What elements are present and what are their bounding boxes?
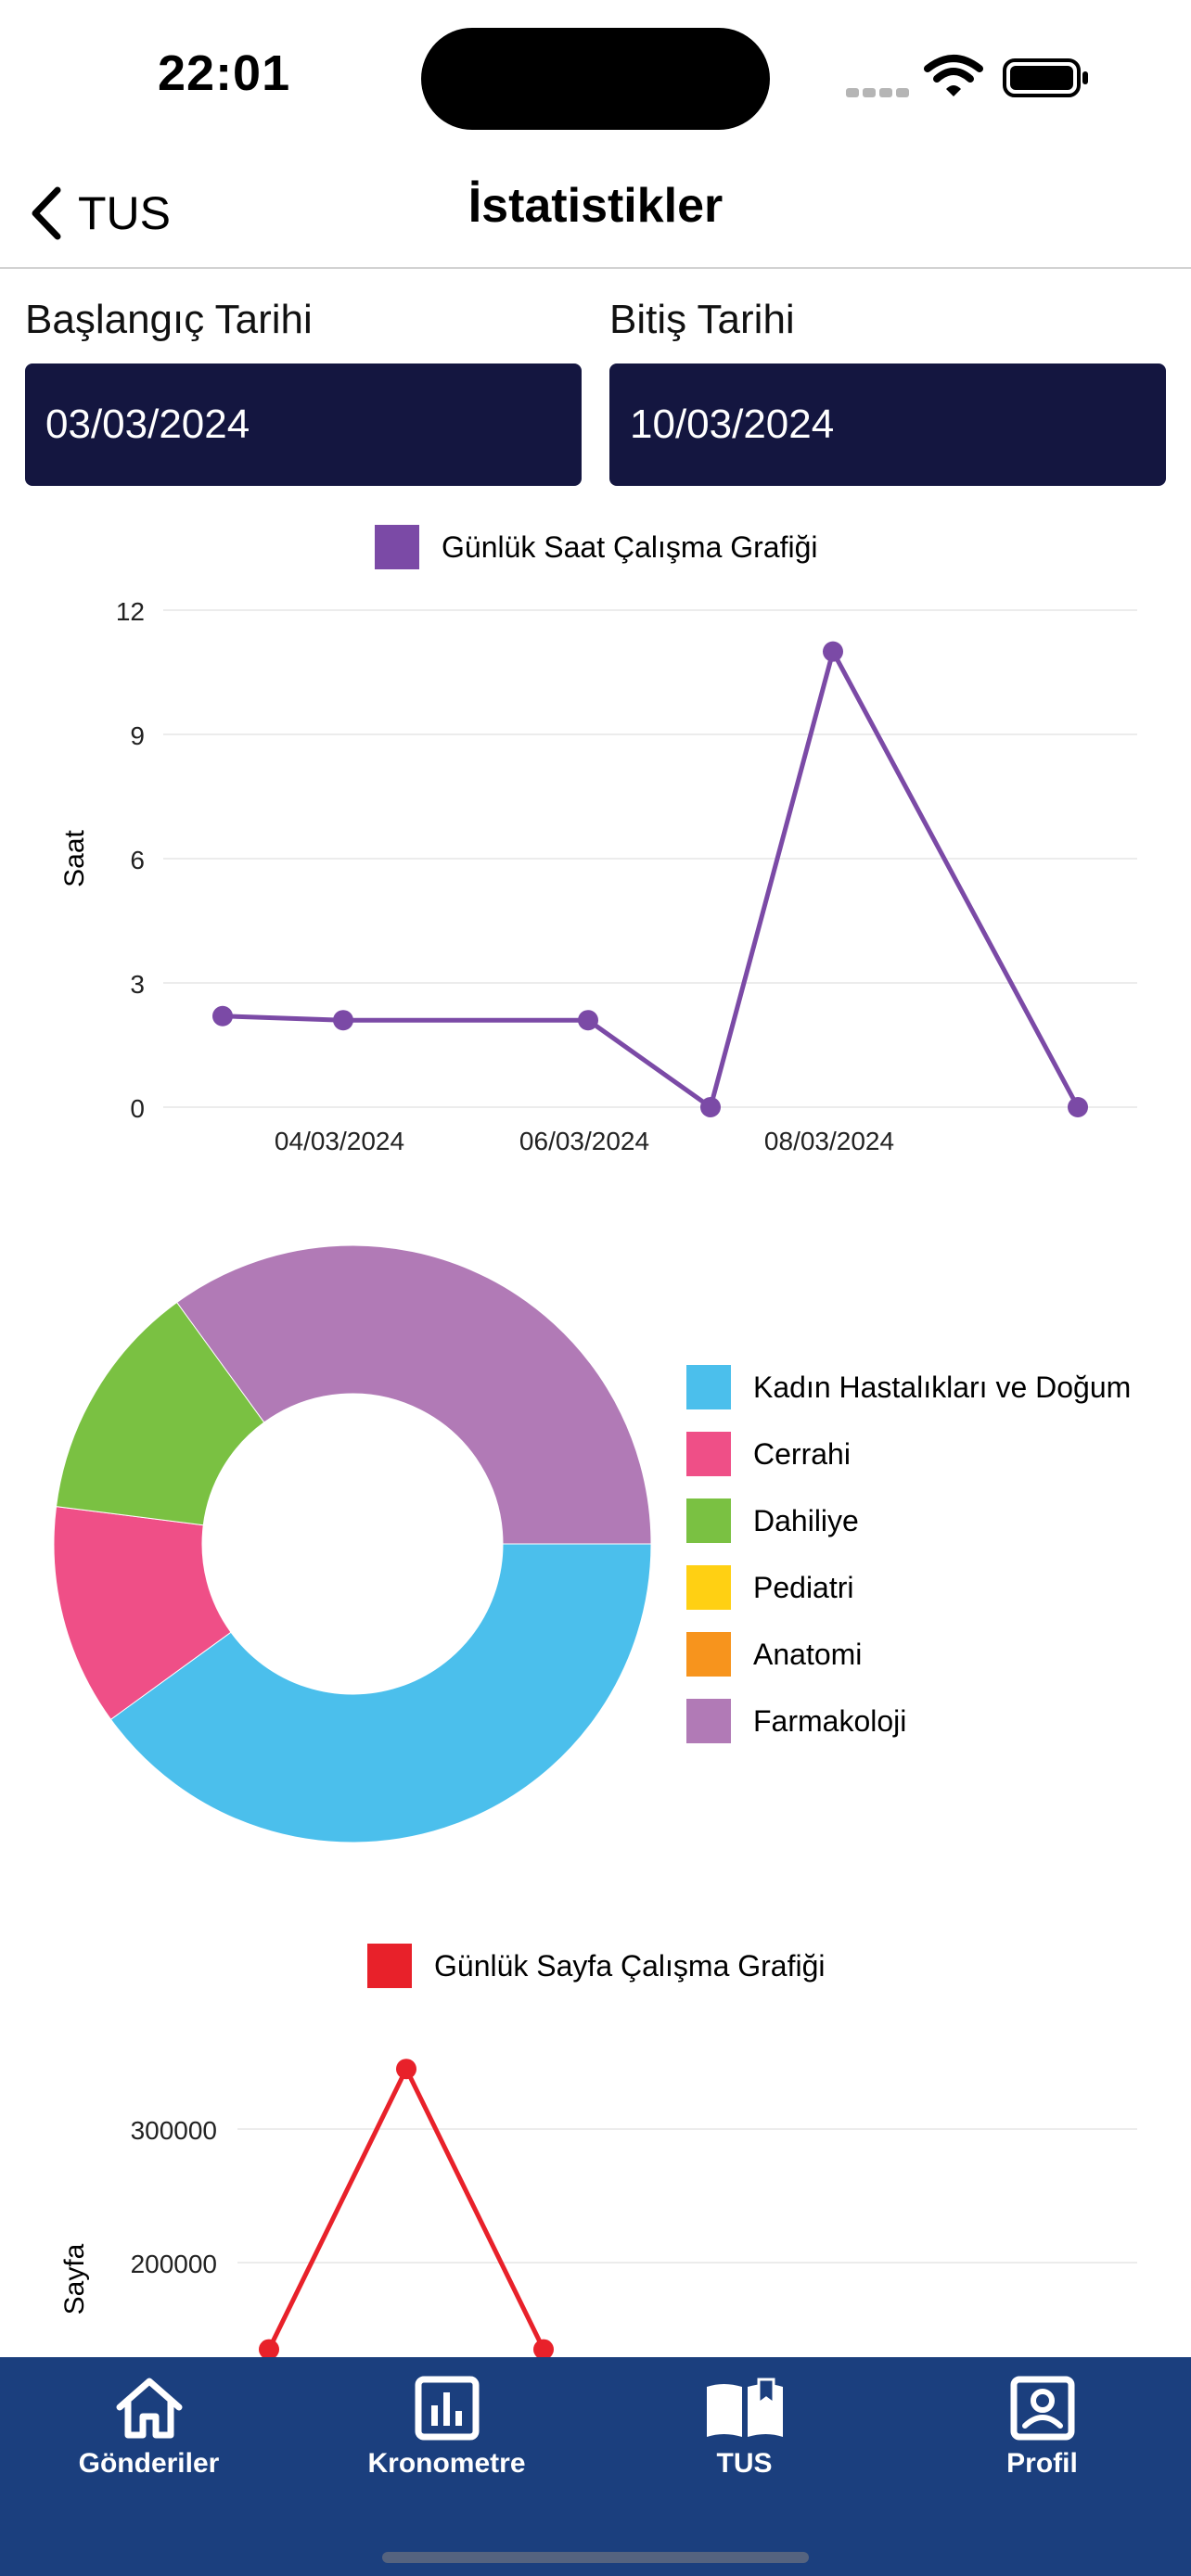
legend-swatch xyxy=(686,1432,731,1476)
pages-chart-legend[interactable]: Günlük Sayfa Çalışma Grafiği xyxy=(367,1944,826,1988)
y-tick-label: 300000 xyxy=(131,2116,217,2145)
cellular-signal-icon xyxy=(846,85,913,102)
x-tick-label: 04/03/2024 xyxy=(275,1127,404,1155)
navigation-bar: TUS İstatistikler xyxy=(0,158,1191,269)
hours-data-point xyxy=(333,1010,353,1031)
legend-swatch xyxy=(686,1699,731,1743)
pages-legend-label: Günlük Sayfa Çalışma Grafiği xyxy=(434,1948,826,1983)
back-button[interactable]: TUS xyxy=(28,181,171,246)
pages-line-chart: 200000 300000 Sayfa xyxy=(59,2059,1137,2357)
legend-swatch xyxy=(686,1365,731,1409)
status-time: 22:01 xyxy=(158,45,291,101)
legend-item[interactable]: Dahiliye xyxy=(686,1487,1131,1554)
x-tick-label: 08/03/2024 xyxy=(764,1127,894,1155)
legend-item[interactable]: Cerrahi xyxy=(686,1421,1131,1487)
tab-label-tus: TUS xyxy=(716,2448,773,2479)
subject-legend: Kadın Hastalıkları ve Doğum Cerrahi Dahili… xyxy=(686,1354,1131,1754)
legend-label: Farmakoloji xyxy=(753,1703,907,1738)
legend-label: Dahiliye xyxy=(753,1503,859,1537)
legend-item[interactable]: Farmakoloji xyxy=(686,1688,1131,1754)
y-tick-label: 12 xyxy=(116,597,145,626)
back-label: TUS xyxy=(78,187,171,239)
battery-icon xyxy=(1002,57,1091,103)
x-tick-label: 06/03/2024 xyxy=(519,1127,649,1155)
end-date-field[interactable]: 10/03/2024 xyxy=(609,363,1166,486)
hours-data-point xyxy=(823,641,843,662)
legend-label: Anatomi xyxy=(753,1637,863,1671)
hours-data-point xyxy=(212,1005,233,1027)
start-date-field[interactable]: 03/03/2024 xyxy=(25,363,582,486)
y-tick-label: 3 xyxy=(130,970,145,999)
hours-data-point xyxy=(578,1010,598,1031)
home-indicator xyxy=(382,2552,809,2563)
end-date-label: Bitiş Tarihi xyxy=(609,297,795,342)
legend-item[interactable]: Anatomi xyxy=(686,1621,1131,1688)
hours-data-point xyxy=(700,1097,721,1117)
bar-chart-icon xyxy=(415,2376,479,2441)
pages-series-line xyxy=(266,2066,546,2351)
legend-label: Cerrahi xyxy=(753,1436,851,1471)
y-tick-label: 0 xyxy=(130,1094,145,1123)
legend-swatch xyxy=(686,1632,731,1677)
donut-slice xyxy=(53,1506,232,1720)
hours-legend-label: Günlük Saat Çalışma Grafiği xyxy=(442,529,818,564)
wifi-icon xyxy=(924,54,983,103)
legend-swatch xyxy=(686,1565,731,1610)
tab-label-kronometre: Kronometre xyxy=(367,2448,526,2479)
pages-data-point xyxy=(396,2059,416,2080)
tab-bar: Gönderiler Kronometre TUS Profil xyxy=(0,2357,1191,2576)
y-tick-label: 9 xyxy=(130,721,145,750)
status-bar: 22:01 xyxy=(0,0,1191,158)
donut-slice xyxy=(176,1244,652,1545)
legend-label: Kadın Hastalıkları ve Doğum xyxy=(753,1370,1132,1404)
tab-profil[interactable]: Profil xyxy=(893,2357,1191,2515)
page-title: İstatistikler xyxy=(467,179,724,233)
pages-data-point xyxy=(533,2339,554,2357)
hours-series-line xyxy=(222,649,1081,1110)
hours-data-point xyxy=(1068,1097,1088,1117)
y-axis-label: Saat xyxy=(59,829,90,886)
tab-gonderiler[interactable]: Gönderiler xyxy=(0,2357,298,2515)
home-icon xyxy=(116,2378,182,2439)
legend-label: Pediatri xyxy=(753,1570,854,1604)
subject-donut-chart xyxy=(53,1244,652,1843)
start-date-label: Başlangıç Tarihi xyxy=(25,297,313,342)
legend-item[interactable]: Kadın Hastalıkları ve Doğum xyxy=(686,1354,1131,1421)
legend-item[interactable]: Pediatri xyxy=(686,1554,1131,1621)
book-icon xyxy=(706,2378,783,2437)
chevron-left-icon xyxy=(32,186,61,240)
tab-label-gonderiler: Gönderiler xyxy=(78,2448,220,2479)
dynamic-island xyxy=(421,28,770,130)
hours-chart-legend[interactable]: Günlük Saat Çalışma Grafiği xyxy=(375,525,818,569)
tab-tus[interactable]: TUS xyxy=(596,2357,893,2515)
y-tick-label: 200000 xyxy=(131,2250,217,2278)
donut-slice xyxy=(55,1301,265,1526)
hours-line-chart: 0 3 6 9 12 04/03/2024 06/03/2024 08/03/2024 Saat xyxy=(59,597,1137,1155)
profile-icon xyxy=(1010,2376,1074,2441)
y-axis-label: Sayfa xyxy=(59,2243,90,2315)
pages-data-point xyxy=(259,2339,279,2357)
tab-label-profil: Profil xyxy=(1006,2448,1078,2479)
tab-kronometre[interactable]: Kronometre xyxy=(298,2357,596,2515)
legend-swatch xyxy=(686,1498,731,1543)
hours-legend-swatch xyxy=(375,525,419,569)
donut-slice xyxy=(109,1543,652,1843)
pages-legend-swatch xyxy=(367,1944,412,1988)
y-tick-label: 6 xyxy=(130,846,145,874)
